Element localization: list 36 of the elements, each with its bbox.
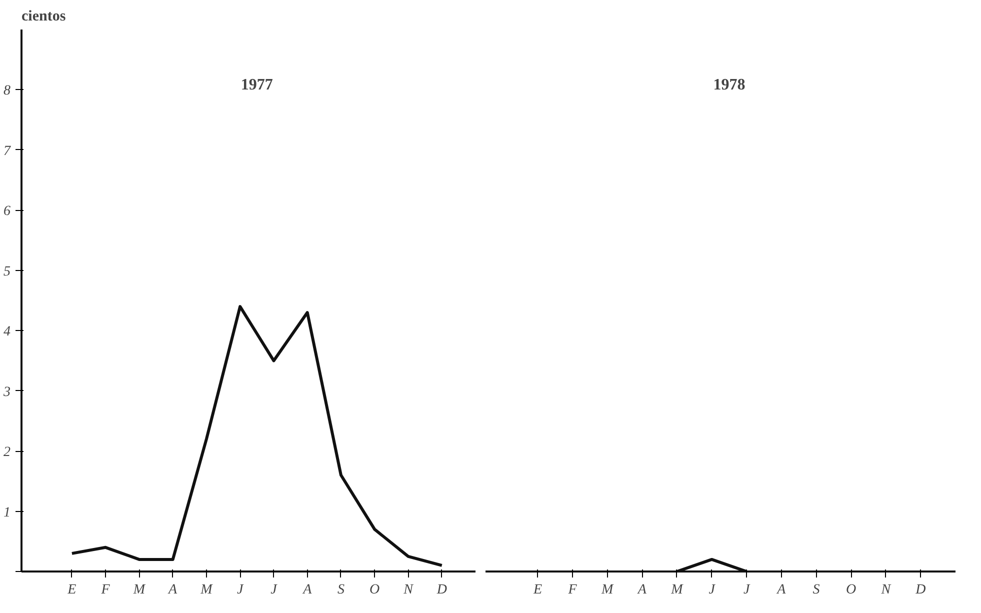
x-tick-label: N [402, 582, 414, 598]
y-tick-label: 3 [2, 384, 10, 400]
x-tick-label: J [270, 582, 278, 598]
x-tick-label: A [168, 582, 178, 598]
x-tick-label: F [100, 582, 110, 598]
y-tick-label: 4 [4, 324, 10, 340]
x-tick-label: N [880, 582, 892, 598]
x-tick-label: A [302, 582, 312, 598]
x-tick-label: A [776, 582, 786, 598]
y-tick-label: 6 [4, 204, 10, 220]
x-tick-label: M [200, 582, 214, 598]
y-tick-label: 5 [4, 264, 10, 280]
y-tick-label: 8 [4, 84, 10, 99]
x-tick-label: O [846, 582, 856, 598]
x-tick-label: S [337, 582, 344, 598]
x-tick-label: F [567, 582, 578, 598]
x-tick-label: J [744, 582, 751, 598]
y-tick-label: 1 [4, 505, 10, 520]
y-tick-label: 2 [4, 445, 10, 460]
y-tick-label: 7 [4, 144, 12, 159]
x-tick-label: E [66, 582, 77, 598]
x-tick-label: J [708, 582, 716, 598]
line-series [70, 305, 444, 567]
x-tick-label: S [812, 582, 820, 598]
x-tick-label: D [436, 582, 447, 598]
x-tick-label: J [236, 582, 244, 598]
x-tick-label: M [132, 582, 146, 598]
x-tick-label: D [914, 582, 926, 598]
text: 1977 [240, 76, 273, 94]
x-tick-label: O [370, 582, 380, 598]
x-tick-label: M [600, 582, 615, 598]
chart-title: 1978 [713, 76, 746, 94]
x-tick-label: M [670, 582, 684, 598]
y-axis-title: cientos [22, 8, 66, 24]
x-tick-label: E [532, 582, 542, 598]
x-tick-label: A [636, 582, 647, 598]
